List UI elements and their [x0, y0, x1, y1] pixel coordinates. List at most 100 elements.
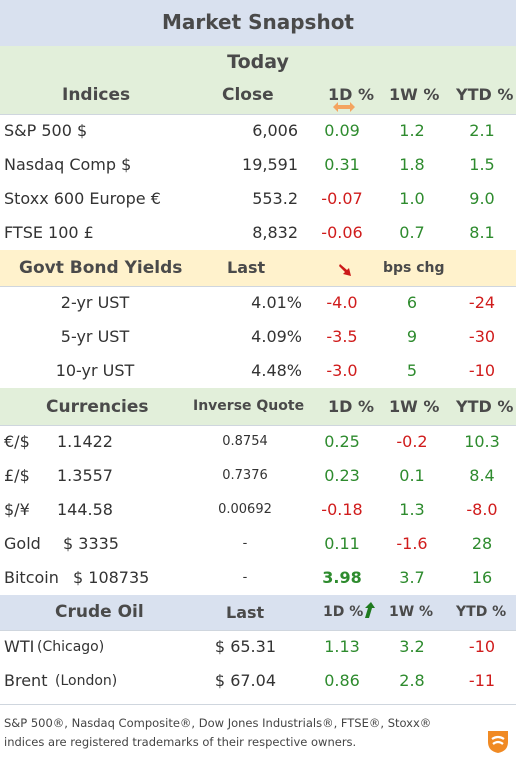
currencies-header-1w: 1W %	[389, 397, 440, 416]
index-ytd: 9.0	[469, 189, 495, 208]
index-1w: 0.7	[399, 223, 425, 242]
indices-header-name: Indices	[62, 85, 131, 105]
index-1d: -0.06	[321, 223, 363, 242]
bond-last: 4.01%	[251, 293, 302, 312]
bonds-header-last: Last	[227, 258, 266, 277]
indices-header-ytd: YTD %	[456, 85, 514, 104]
bonds-header-band	[0, 250, 516, 286]
currencies-header-1d: 1D %	[328, 397, 375, 416]
currency-1w: -0.2	[396, 432, 428, 451]
bond-1d: -3.5	[326, 327, 358, 346]
bonds-header-name: Govt Bond Yields	[19, 258, 183, 278]
currency-ytd: 16	[471, 568, 493, 587]
index-1d: -0.07	[321, 189, 363, 208]
index-ytd: 8.1	[469, 223, 495, 242]
down-arrow-icon	[339, 264, 351, 276]
bond-1d: -3.0	[326, 361, 358, 380]
index-name: Nasdaq Comp $	[4, 155, 132, 174]
currency-ytd: 8.4	[469, 466, 495, 485]
indices-header-1w: 1W %	[389, 85, 440, 104]
index-close: 8,832	[252, 223, 298, 242]
currency-inverse: 0.00692	[218, 502, 272, 517]
bond-name: 10-yr UST	[55, 361, 135, 380]
currency-1d: 0.25	[324, 432, 360, 451]
currency-value: $ 108735	[73, 568, 150, 587]
currency-1d: 0.23	[324, 466, 360, 485]
bond-ytd: -30	[468, 327, 496, 346]
crude-header-band	[0, 595, 516, 630]
page-title: Market Snapshot	[0, 0, 516, 46]
currency-inverse: 0.7376	[222, 468, 268, 483]
bond-last: 4.09%	[251, 327, 302, 346]
currencies-header-band	[0, 388, 516, 425]
currency-inverse: -	[242, 536, 248, 551]
crude-1w: 2.8	[399, 671, 425, 690]
crude-last: $ 67.04	[214, 671, 276, 690]
crude-1w: 3.2	[399, 637, 425, 656]
indices-header-band	[0, 46, 516, 114]
crude-1d: 1.13	[324, 637, 360, 656]
row-divider	[0, 630, 516, 631]
currency-value: 144.58	[57, 500, 113, 519]
currency-name: Bitcoin	[4, 568, 59, 587]
currency-value: 1.3557	[57, 466, 113, 485]
bond-ytd: -10	[468, 361, 496, 380]
index-close: 19,591	[242, 155, 298, 174]
currency-1w: 1.3	[399, 500, 425, 519]
bonds-header-chg: bps chg	[383, 260, 445, 276]
index-1d: 0.09	[324, 121, 360, 140]
bond-1w: 9	[406, 327, 418, 346]
currency-inverse: 0.8754	[222, 434, 268, 449]
currency-1w: -1.6	[396, 534, 428, 553]
crude-last: $ 65.31	[214, 637, 276, 656]
crude-header-1d: 1D %	[323, 604, 364, 620]
footer-divider	[0, 704, 516, 705]
currency-name: €/$	[4, 432, 30, 451]
brand-logo-icon	[488, 731, 508, 753]
today-label: Today	[227, 51, 289, 73]
index-name: S&P 500 $	[4, 121, 88, 140]
crude-header-name: Crude Oil	[55, 602, 144, 622]
index-1d: 0.31	[324, 155, 360, 174]
currencies-header-name: Currencies	[46, 397, 149, 417]
index-ytd: 2.1	[469, 121, 495, 140]
bond-ytd: -24	[468, 293, 496, 312]
currency-1w: 3.7	[399, 568, 425, 587]
crude-header-1w: 1W %	[389, 604, 434, 620]
footnote: S&P 500®, Nasdaq Composite®, Dow Jones I…	[4, 714, 431, 752]
currency-name: Gold	[4, 534, 41, 553]
currency-1d: 0.11	[324, 534, 360, 553]
currency-1w: 0.1	[399, 466, 425, 485]
currency-ytd: 28	[471, 534, 493, 553]
currency-1d: 3.98	[322, 568, 362, 587]
crude-header-ytd: YTD %	[456, 604, 507, 620]
footnote-line-2: indices are registered trademarks of the…	[4, 735, 357, 749]
bond-name: 5-yr UST	[60, 327, 130, 346]
currency-name: $/¥	[4, 500, 30, 519]
footnote-line-1: S&P 500®, Nasdaq Composite®, Dow Jones I…	[4, 716, 432, 730]
crude-location: (London)	[55, 673, 118, 689]
index-1w: 1.8	[399, 155, 425, 174]
left-right-arrow-icon	[333, 102, 355, 112]
crude-name: Brent	[4, 671, 48, 690]
currency-1d: -0.18	[321, 500, 363, 519]
bond-1w: 5	[406, 361, 418, 380]
currency-ytd: 10.3	[464, 432, 500, 451]
row-divider	[0, 286, 516, 287]
currency-ytd: -8.0	[466, 500, 498, 519]
bond-1w: 6	[406, 293, 418, 312]
bond-last: 4.48%	[251, 361, 302, 380]
up-arrow-icon	[365, 602, 375, 618]
bond-name: 2-yr UST	[60, 293, 130, 312]
indices-header-1d: 1D %	[328, 85, 375, 104]
row-divider	[0, 114, 516, 115]
index-close: 6,006	[252, 121, 298, 140]
index-1w: 1.0	[399, 189, 425, 208]
crude-header-last: Last	[226, 603, 265, 622]
index-close: 553.2	[252, 189, 298, 208]
bond-1d: -4.0	[326, 293, 358, 312]
currencies-header-ytd: YTD %	[456, 397, 514, 416]
index-1w: 1.2	[399, 121, 425, 140]
currencies-header-inverse: Inverse Quote	[193, 398, 305, 414]
currency-value: $ 3335	[63, 534, 119, 553]
